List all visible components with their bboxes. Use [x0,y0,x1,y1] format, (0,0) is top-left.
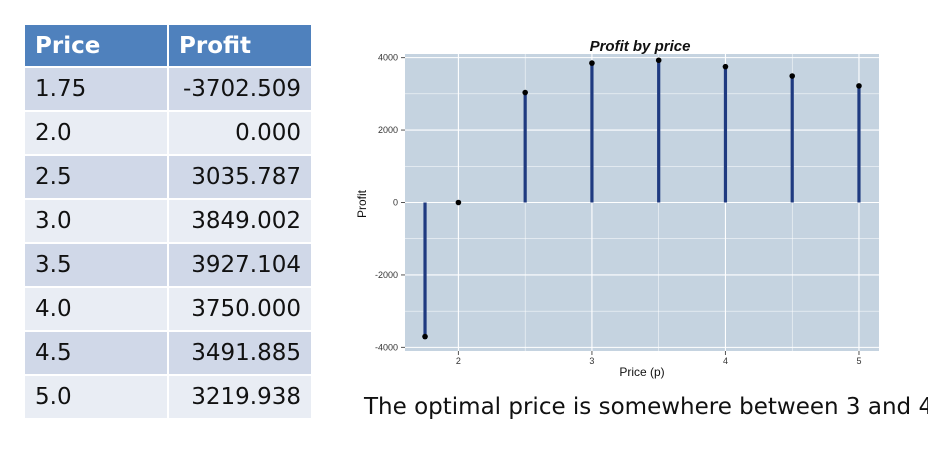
table-header-row: Price Profit [25,25,313,68]
profit-cell: 3849.002 [169,200,313,244]
x-tick-label: 5 [856,356,861,366]
table-row: 3.5 3927.104 [25,244,313,288]
profit-cell: 3750.000 [169,288,313,332]
data-point [722,63,729,70]
y-tick-label: -2000 [375,270,398,280]
price-cell: 2.0 [25,112,169,156]
table-row: 3.0 3849.002 [25,200,313,244]
table-row: 2.0 0.000 [25,112,313,156]
y-tick-label: 0 [393,198,398,208]
profit-cell: 3219.938 [169,376,313,420]
y-tick-label: 4000 [378,53,398,63]
x-tick-label: 4 [723,356,728,366]
axes: -4000 -2000 0 2000 4000 2 3 4 5 [375,53,862,366]
x-tick-label: 2 [456,356,461,366]
table-row: 2.5 3035.787 [25,156,313,200]
profit-cell: 3927.104 [169,244,313,288]
price-cell: 5.0 [25,376,169,420]
profit-column-header: Profit [169,25,313,68]
price-cell: 3.0 [25,200,169,244]
profit-cell: -3702.509 [169,68,313,112]
caption-text: The optimal price is somewhere between 3… [364,394,928,420]
data-point [422,333,428,340]
profit-cell: 3035.787 [169,156,313,200]
price-cell: 2.5 [25,156,169,200]
table-row: 5.0 3219.938 [25,376,313,420]
y-axis-label: Profit [355,189,369,218]
data-point [655,57,662,64]
price-cell: 1.75 [25,68,169,112]
data-point [522,89,528,96]
x-axis-label: Price (p) [619,365,664,379]
chart-title: Profit by price [590,38,691,55]
table-row: 1.75 -3702.509 [25,68,313,112]
x-tick-label: 3 [589,356,594,366]
y-tick-label: 2000 [378,125,398,135]
data-point [589,60,595,66]
price-cell: 3.5 [25,244,169,288]
table-row: 4.0 3750.000 [25,288,313,332]
table-row: 4.5 3491.885 [25,332,313,376]
y-tick-label: -4000 [375,342,398,352]
data-point [856,83,862,89]
data-marks [422,57,862,340]
data-point [455,199,462,206]
price-column-header: Price [25,25,169,68]
price-profit-table: Price Profit 1.75 -3702.509 2.0 0.000 2.5 303… [25,25,313,420]
price-cell: 4.0 [25,288,169,332]
profit-cell: 3491.885 [169,332,313,376]
data-point [789,73,796,79]
price-cell: 4.5 [25,332,169,376]
profit-cell: 0.000 [169,112,313,156]
